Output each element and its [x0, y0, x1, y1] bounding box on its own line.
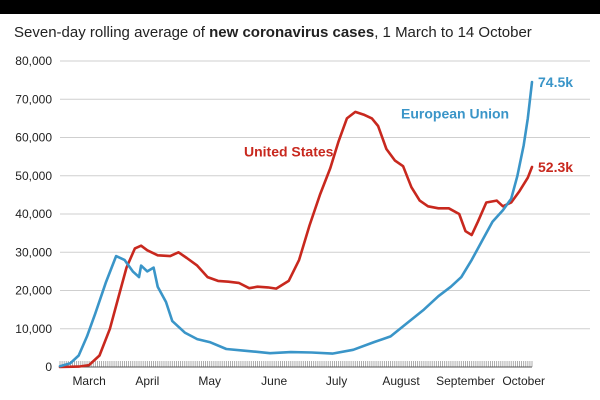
series-labels: United States 52.3k European Union 74.5k	[244, 74, 573, 175]
x-tick-label: May	[198, 374, 221, 388]
x-axis-ticks: March April May June July August September Octo…	[72, 374, 545, 388]
x-tick-label: June	[261, 374, 287, 388]
y-tick-label: 30,000	[15, 245, 52, 259]
series-line-united-states	[58, 110, 534, 369]
series-end-value: 52.3k	[538, 159, 573, 175]
series-name-label: United States	[244, 144, 334, 160]
chart-title: Seven-day rolling average of new coronav…	[14, 24, 532, 41]
y-tick-label: 80,000	[15, 54, 52, 68]
y-tick-label: 60,000	[15, 131, 52, 145]
x-tick-label: July	[326, 374, 347, 388]
y-tick-label: 70,000	[15, 92, 52, 106]
y-tick-label: 50,000	[15, 169, 52, 183]
y-axis-ticks: 0 10,000 20,000 30,000 40,000 50,000 60,000 70,…	[15, 54, 52, 374]
y-tick-label: 40,000	[15, 207, 52, 221]
x-tick-label: October	[502, 374, 545, 388]
top-black-bar	[0, 0, 600, 14]
x-tick-label: March	[72, 374, 105, 388]
x-tick-label: September	[436, 374, 495, 388]
y-tick-label: 20,000	[15, 284, 52, 298]
x-axis-baseline	[59, 361, 533, 368]
series-name-label: European Union	[401, 105, 509, 121]
gridlines	[60, 60, 590, 330]
y-tick-label: 0	[45, 360, 52, 374]
series-line-european-union	[58, 80, 534, 368]
x-tick-label: August	[382, 374, 420, 388]
x-tick-label: April	[135, 374, 159, 388]
y-tick-label: 10,000	[15, 322, 52, 336]
series-lines	[58, 80, 534, 369]
series-end-value: 74.5k	[538, 74, 573, 90]
